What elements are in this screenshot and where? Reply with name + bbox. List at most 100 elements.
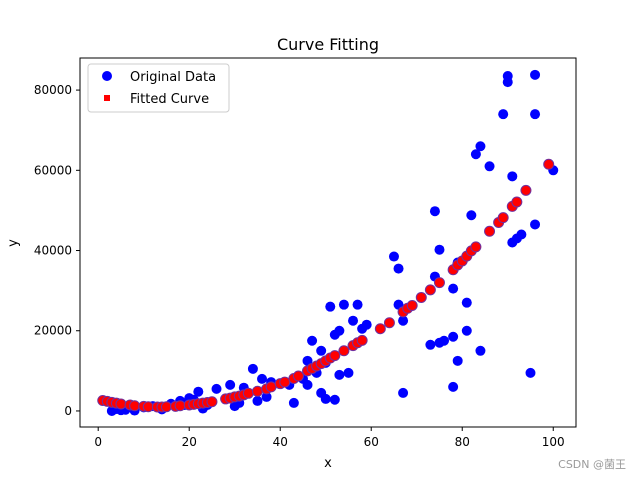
data-point-original <box>334 369 345 380</box>
data-point-original <box>352 299 363 310</box>
data-point-original <box>448 331 459 342</box>
data-point-original <box>507 171 518 182</box>
data-point-original <box>252 395 263 406</box>
data-point-fitted <box>142 401 154 413</box>
data-point-fitted <box>115 398 127 410</box>
data-point-original <box>211 383 222 394</box>
data-point-original <box>288 397 299 408</box>
y-tick-label: 60000 <box>34 163 72 177</box>
data-point-original <box>316 345 327 356</box>
data-point-fitted <box>511 196 523 208</box>
data-point-original <box>334 325 345 336</box>
data-point-original <box>475 345 486 356</box>
data-point-original <box>439 335 450 346</box>
legend-label-fitted: Fitted Curve <box>130 92 209 107</box>
data-point-original <box>325 301 336 312</box>
data-point-original <box>225 379 236 390</box>
data-point-fitted <box>160 401 172 413</box>
data-point-original <box>448 283 459 294</box>
data-point-fitted <box>174 400 186 412</box>
data-point-original <box>530 69 541 80</box>
data-point-fitted <box>470 241 482 253</box>
data-point-fitted <box>129 400 141 412</box>
data-point-fitted <box>415 291 427 303</box>
watermark: CSDN @菌王 <box>558 458 626 471</box>
data-point-original <box>348 315 359 326</box>
data-point-original <box>307 335 318 346</box>
data-point-original <box>448 381 459 392</box>
data-point-fitted <box>383 317 395 329</box>
x-tick-label: 20 <box>182 435 197 449</box>
data-point-fitted <box>520 184 532 196</box>
chart-title: Curve Fitting <box>277 35 379 54</box>
y-axis-ticks: 0 20000 40000 60000 80000 <box>34 83 80 418</box>
data-point-original <box>470 149 481 160</box>
x-tick-label: 40 <box>273 435 288 449</box>
data-point-original <box>361 319 372 330</box>
plot-area <box>97 69 559 416</box>
x-tick-label: 0 <box>94 435 102 449</box>
x-tick-label: 100 <box>542 435 565 449</box>
x-tick-label: 60 <box>364 435 379 449</box>
data-point-fitted <box>484 225 496 237</box>
data-point-original <box>530 109 541 120</box>
data-point-original <box>452 355 463 366</box>
data-point-original <box>343 367 354 378</box>
data-point-original <box>329 394 340 405</box>
data-point-fitted <box>206 396 218 408</box>
data-point-fitted <box>242 387 254 399</box>
y-tick-label: 20000 <box>34 324 72 338</box>
data-point-original <box>393 263 404 274</box>
data-point-original <box>525 367 536 378</box>
data-point-fitted <box>279 376 291 388</box>
x-tick-label: 80 <box>455 435 470 449</box>
data-point-original <box>466 210 477 221</box>
data-point-original <box>398 387 409 398</box>
y-axis-label: y <box>6 239 21 247</box>
y-tick-label: 0 <box>64 404 72 418</box>
data-point-original <box>475 141 486 152</box>
data-point-original <box>338 299 349 310</box>
data-point-fitted <box>543 158 555 170</box>
y-tick-label: 80000 <box>34 83 72 97</box>
axes-frame <box>79 57 577 428</box>
data-point-original <box>461 325 472 336</box>
legend-label-original: Original Data <box>130 70 216 85</box>
data-point-original <box>425 339 436 350</box>
data-point-original <box>302 355 313 366</box>
x-axis-label: x <box>324 456 332 471</box>
data-point-fitted <box>265 381 277 393</box>
data-point-original <box>516 229 527 240</box>
data-point-fitted <box>356 334 368 346</box>
data-point-fitted <box>338 345 350 357</box>
data-point-original <box>530 219 541 230</box>
data-point-original <box>302 379 313 390</box>
legend-marker-fitted <box>104 95 110 101</box>
data-point-fitted <box>329 350 341 362</box>
data-point-original <box>461 297 472 308</box>
data-point-fitted <box>424 284 436 296</box>
data-point-original <box>429 206 440 217</box>
data-point-original <box>484 161 495 172</box>
legend: Original Data Fitted Curve <box>87 63 230 113</box>
data-point-fitted <box>433 277 445 289</box>
data-point-original <box>257 373 268 384</box>
data-point-fitted <box>497 212 509 224</box>
data-point-original <box>388 251 399 262</box>
data-point-original <box>434 244 445 255</box>
legend-box <box>87 63 230 113</box>
data-point-fitted <box>406 299 418 311</box>
x-axis-ticks: 0 20 40 60 80 100 <box>94 427 565 449</box>
data-point-original <box>247 363 258 374</box>
data-point-fitted <box>374 323 386 335</box>
data-point-original <box>261 391 272 402</box>
data-point-fitted <box>251 385 263 397</box>
y-tick-label: 40000 <box>34 244 72 258</box>
data-point-original <box>320 393 331 404</box>
legend-marker-original <box>102 71 112 81</box>
data-point-fitted <box>292 370 304 382</box>
data-point-original <box>398 315 409 326</box>
data-point-original <box>502 71 513 82</box>
data-point-original <box>498 109 509 120</box>
